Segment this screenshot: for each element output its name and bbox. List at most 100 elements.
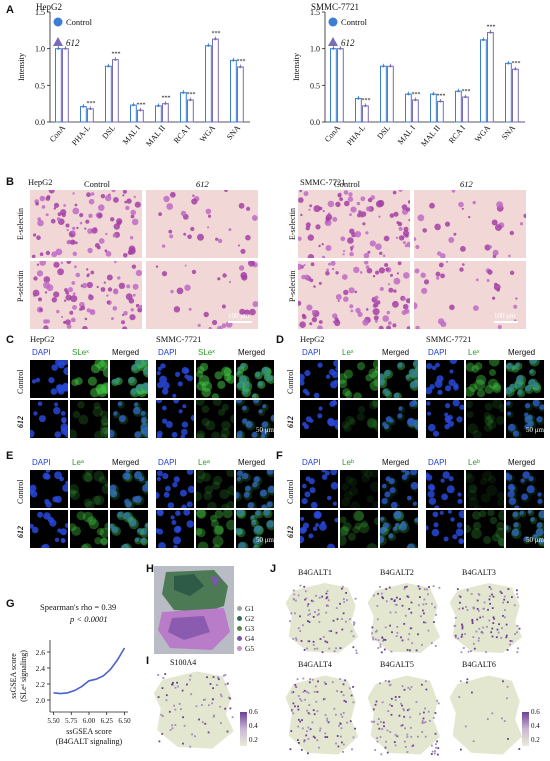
spot xyxy=(377,718,380,720)
marker-signal xyxy=(201,472,211,482)
nucleus xyxy=(171,431,178,438)
cell-dot xyxy=(429,202,435,209)
cell-dot xyxy=(135,269,142,277)
marker-signal xyxy=(340,373,348,384)
f-channel-label: DAPI xyxy=(302,458,321,467)
nucleus xyxy=(390,501,398,508)
nucleus xyxy=(42,472,50,480)
spot xyxy=(385,600,388,603)
spot xyxy=(336,618,339,621)
data-point xyxy=(364,104,367,108)
cell-dot xyxy=(395,236,399,239)
nucleus xyxy=(515,362,520,368)
spot xyxy=(372,708,375,711)
b-row-p-selectin-right: P-selectin xyxy=(288,270,297,302)
spatial-map-b4galt2 xyxy=(367,583,441,654)
spot xyxy=(301,727,304,730)
nucleus xyxy=(175,371,181,377)
spot xyxy=(385,588,388,590)
nucleus xyxy=(428,423,436,432)
marker-signal xyxy=(506,472,513,480)
cell-dot xyxy=(435,271,441,277)
spot xyxy=(476,599,479,602)
spot xyxy=(326,641,329,644)
spot xyxy=(212,687,214,690)
spot xyxy=(290,612,293,615)
cell-dot xyxy=(79,221,83,225)
marker-signal xyxy=(222,510,233,519)
spot xyxy=(304,698,306,701)
legend-dot xyxy=(237,616,242,621)
cell-dot xyxy=(390,273,393,277)
c-micrograph xyxy=(30,360,68,398)
spot xyxy=(396,596,398,599)
spot xyxy=(335,742,337,745)
f-channel-label: Leᵇ xyxy=(468,458,480,467)
nucleus xyxy=(181,504,187,508)
legend-control-marker xyxy=(53,17,63,27)
marker-signal xyxy=(388,418,396,426)
nucleus xyxy=(309,487,316,494)
spot xyxy=(500,637,503,639)
marker-signal xyxy=(401,473,410,483)
cell-dot xyxy=(117,276,121,280)
spot xyxy=(396,626,399,628)
cell-dot xyxy=(180,210,187,217)
cell-dot xyxy=(197,233,204,241)
marker-signal xyxy=(136,527,145,536)
marker-signal xyxy=(201,405,210,413)
spot xyxy=(352,621,355,624)
cell-dot xyxy=(48,190,55,194)
marker-signal xyxy=(258,408,266,416)
nucleus xyxy=(330,470,338,476)
nucleus xyxy=(412,501,417,506)
nucleus xyxy=(160,363,166,369)
marker-signal xyxy=(385,475,394,484)
c-micrograph xyxy=(70,400,108,438)
bar-Control-WGA xyxy=(480,39,487,123)
cell-dot xyxy=(123,253,128,258)
bar-Control-MAL II xyxy=(155,105,162,123)
spot xyxy=(342,751,344,753)
spot xyxy=(203,699,205,701)
spot xyxy=(389,624,391,627)
marker-signal xyxy=(241,472,251,482)
marker-signal xyxy=(353,510,364,522)
spot xyxy=(505,623,508,626)
cell-dot xyxy=(385,267,389,272)
cell-dot xyxy=(56,309,60,314)
nucleus xyxy=(380,380,385,386)
cell-dot xyxy=(349,213,352,217)
cell-dot xyxy=(366,267,373,274)
nucleus xyxy=(54,537,60,542)
marker-signal xyxy=(498,510,504,521)
marker-signal xyxy=(201,418,210,427)
e-micrograph xyxy=(30,470,68,508)
spot xyxy=(312,709,315,712)
marker-signal xyxy=(487,510,495,517)
nucleus xyxy=(410,470,418,476)
y-tick-label: 2.2 xyxy=(36,680,46,689)
data-point xyxy=(507,62,510,65)
spot xyxy=(382,721,385,724)
marker-signal xyxy=(217,380,226,389)
nucleus xyxy=(519,510,524,515)
spot xyxy=(340,727,343,730)
e-row-control: Control xyxy=(16,479,25,504)
d-micrograph xyxy=(300,400,338,438)
marker-signal xyxy=(266,500,274,508)
spot xyxy=(338,724,340,727)
cell-dot xyxy=(313,205,321,213)
spot xyxy=(290,730,293,732)
cell-dot xyxy=(63,299,67,302)
marker-signal xyxy=(251,481,261,490)
cell-dot xyxy=(492,249,499,256)
nucleus xyxy=(444,412,449,417)
spot xyxy=(403,623,406,625)
spot xyxy=(431,602,433,605)
marker-signal xyxy=(520,493,531,503)
nucleus xyxy=(446,485,455,494)
nucleus xyxy=(450,517,455,522)
cell-dot xyxy=(397,261,402,266)
cb-i-tick-3: 0.2 xyxy=(249,736,258,744)
